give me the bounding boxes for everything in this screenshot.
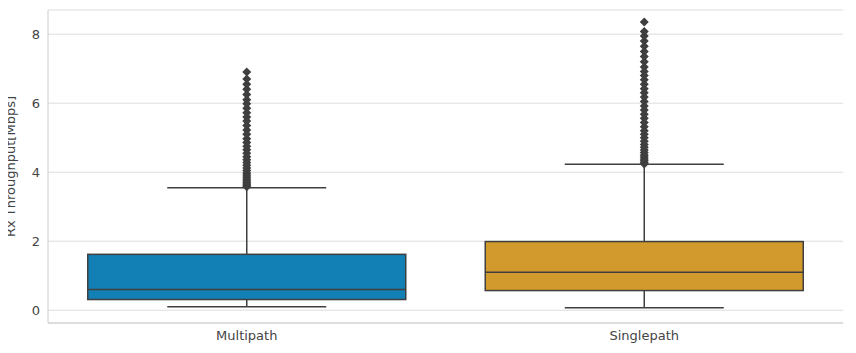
- svg-text:Singlepath: Singlepath: [609, 328, 679, 343]
- svg-text:Multipath: Multipath: [216, 328, 277, 343]
- svg-text:Rx Throughput[Mbps]: Rx Throughput[Mbps]: [8, 96, 18, 237]
- svg-text:4: 4: [32, 165, 40, 180]
- svg-text:2: 2: [32, 234, 40, 249]
- svg-text:8: 8: [32, 27, 40, 42]
- svg-text:6: 6: [32, 96, 40, 111]
- svg-text:0: 0: [32, 303, 40, 318]
